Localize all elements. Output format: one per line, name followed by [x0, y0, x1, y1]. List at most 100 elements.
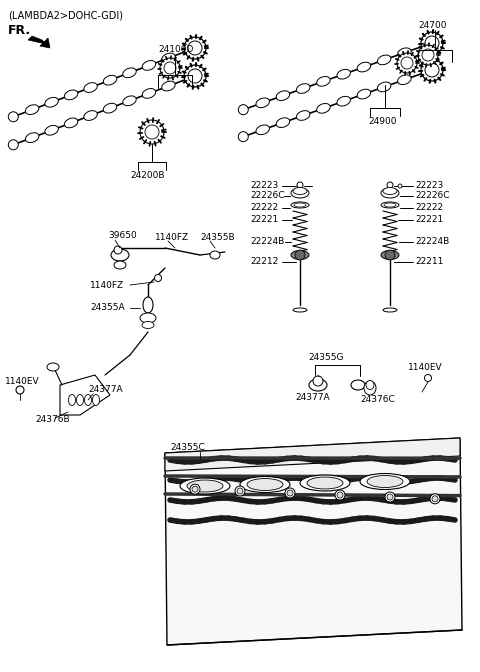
Ellipse shape — [84, 394, 92, 405]
Ellipse shape — [367, 476, 403, 487]
Ellipse shape — [142, 60, 156, 71]
Polygon shape — [60, 375, 110, 415]
Ellipse shape — [337, 96, 350, 106]
Circle shape — [184, 65, 206, 87]
Ellipse shape — [397, 75, 411, 85]
Circle shape — [432, 496, 438, 502]
Ellipse shape — [142, 321, 154, 329]
Circle shape — [16, 386, 24, 394]
Ellipse shape — [309, 379, 327, 391]
Circle shape — [430, 494, 440, 504]
Ellipse shape — [103, 75, 117, 85]
Ellipse shape — [383, 187, 397, 194]
Polygon shape — [165, 438, 460, 471]
Ellipse shape — [111, 249, 129, 261]
Circle shape — [297, 182, 303, 188]
Text: 24376C: 24376C — [360, 396, 395, 405]
Ellipse shape — [381, 251, 399, 259]
Ellipse shape — [247, 478, 283, 491]
Text: 22212: 22212 — [250, 257, 278, 267]
Circle shape — [401, 57, 413, 69]
Text: 24355B: 24355B — [200, 233, 235, 241]
Ellipse shape — [64, 90, 78, 99]
Text: 22211: 22211 — [415, 257, 444, 267]
Circle shape — [422, 49, 434, 61]
Circle shape — [8, 140, 18, 150]
Circle shape — [164, 62, 176, 74]
Ellipse shape — [384, 203, 396, 207]
Ellipse shape — [123, 96, 136, 106]
Circle shape — [418, 45, 438, 65]
Circle shape — [188, 41, 202, 55]
Circle shape — [313, 376, 323, 386]
Circle shape — [287, 490, 293, 496]
Ellipse shape — [256, 125, 269, 134]
Text: 1140EV: 1140EV — [5, 378, 40, 386]
Text: 39650: 39650 — [108, 231, 137, 241]
Circle shape — [295, 250, 305, 260]
Polygon shape — [40, 38, 50, 48]
Ellipse shape — [76, 394, 84, 405]
Text: 24200B: 24200B — [130, 171, 165, 179]
Circle shape — [421, 59, 443, 81]
Ellipse shape — [364, 381, 376, 395]
Circle shape — [285, 488, 295, 498]
Ellipse shape — [47, 363, 59, 371]
Ellipse shape — [25, 133, 39, 142]
Circle shape — [238, 105, 248, 115]
Ellipse shape — [297, 111, 310, 120]
Circle shape — [335, 490, 345, 500]
Text: 24100D: 24100D — [158, 46, 193, 54]
Circle shape — [397, 53, 417, 73]
Text: 24376B: 24376B — [35, 415, 70, 425]
Ellipse shape — [25, 105, 39, 114]
Text: 24377A: 24377A — [88, 386, 122, 394]
Circle shape — [190, 485, 200, 494]
Ellipse shape — [162, 81, 175, 91]
Text: 22221: 22221 — [250, 216, 278, 224]
Ellipse shape — [297, 83, 310, 93]
Ellipse shape — [307, 477, 343, 489]
Circle shape — [192, 487, 198, 492]
Text: 24900: 24900 — [368, 118, 396, 126]
Text: (LAMBDA2>DOHC-GDI): (LAMBDA2>DOHC-GDI) — [8, 10, 123, 20]
Ellipse shape — [180, 478, 230, 494]
Text: 24700: 24700 — [418, 22, 446, 30]
Ellipse shape — [123, 68, 136, 78]
Ellipse shape — [84, 83, 97, 93]
Ellipse shape — [291, 251, 309, 259]
Text: 1140FZ: 1140FZ — [90, 280, 124, 290]
Circle shape — [155, 274, 161, 282]
Ellipse shape — [317, 103, 330, 113]
Ellipse shape — [114, 261, 126, 269]
Circle shape — [184, 37, 206, 59]
Ellipse shape — [210, 251, 220, 259]
Ellipse shape — [84, 111, 97, 120]
Circle shape — [188, 69, 202, 83]
Text: 22224B: 22224B — [250, 237, 284, 247]
Ellipse shape — [300, 475, 350, 491]
Circle shape — [385, 250, 395, 260]
Ellipse shape — [293, 187, 307, 194]
Circle shape — [145, 125, 159, 139]
Ellipse shape — [377, 55, 391, 65]
Text: 24377A: 24377A — [295, 392, 330, 401]
Ellipse shape — [162, 53, 175, 63]
Ellipse shape — [64, 118, 78, 128]
Text: 24355G: 24355G — [308, 353, 344, 362]
Circle shape — [140, 120, 164, 144]
Ellipse shape — [45, 97, 59, 107]
Ellipse shape — [276, 118, 290, 128]
Text: 24355C: 24355C — [170, 444, 205, 452]
Circle shape — [237, 488, 243, 494]
Text: 1140FZ: 1140FZ — [155, 233, 189, 241]
Ellipse shape — [143, 297, 153, 313]
Text: 22226C: 22226C — [415, 192, 449, 200]
Ellipse shape — [142, 89, 156, 98]
Text: 22222: 22222 — [250, 204, 278, 212]
Ellipse shape — [351, 380, 365, 390]
Circle shape — [235, 486, 245, 496]
Ellipse shape — [337, 69, 350, 79]
Ellipse shape — [294, 203, 306, 207]
Circle shape — [8, 112, 18, 122]
